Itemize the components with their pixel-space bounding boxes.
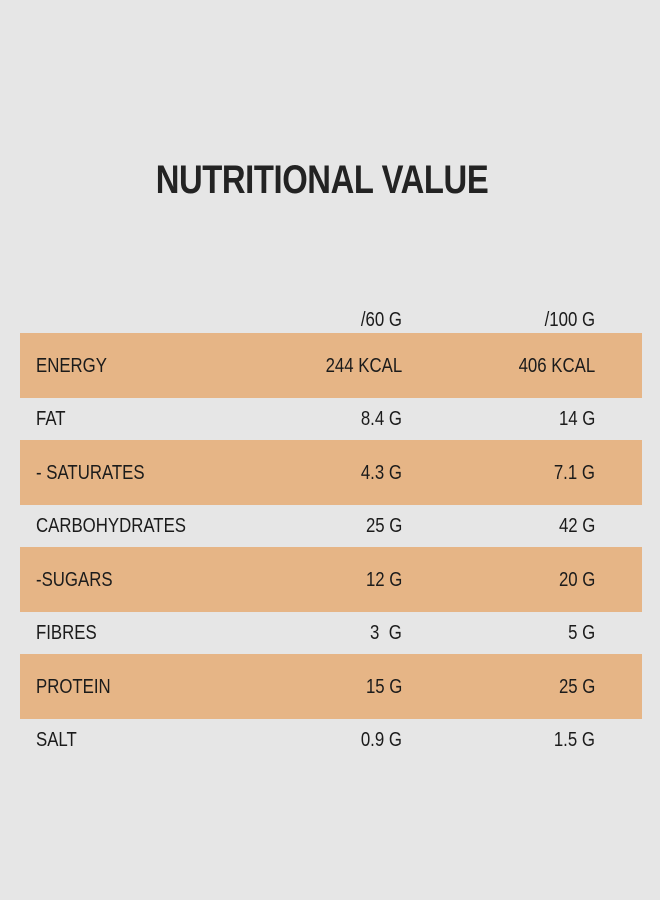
row-highlight-band xyxy=(20,333,642,398)
nutrient-name: -SUGARS xyxy=(36,568,113,591)
nutrient-name: FAT xyxy=(36,408,66,430)
value-per-60g: 244 KCAL xyxy=(325,354,402,377)
nutrient-name: PROTEIN xyxy=(36,675,111,698)
value-per-100g: 42 G xyxy=(558,515,595,537)
nutrient-name: ENERGY xyxy=(36,354,107,377)
table-row-energy: ENERGY 244 KCAL 406 KCAL xyxy=(20,333,642,398)
column-header-per-60g: /60 G xyxy=(360,309,402,331)
nutrient-name: - SATURATES xyxy=(36,461,145,484)
table-row-fibres: FIBRES 3 G 5 G xyxy=(20,612,642,654)
value-per-100g: 14 G xyxy=(558,408,595,430)
value-per-100g: 1.5 G xyxy=(553,729,595,751)
page-title: NUTRITIONAL VALUE xyxy=(155,158,489,202)
value-per-100g: 5 G xyxy=(567,622,595,644)
nutrient-name: CARBOHYDRATES xyxy=(36,515,186,537)
table-row-carbohydrates: CARBOHYDRATES 25 G 42 G xyxy=(20,505,642,547)
row-highlight-band xyxy=(20,654,642,719)
table-row-fat: FAT 8.4 G 14 G xyxy=(20,398,642,440)
value-per-60g: 4.3 G xyxy=(360,461,402,484)
table-row-salt: SALT 0.9 G 1.5 G xyxy=(20,719,642,761)
nutrient-name: SALT xyxy=(36,729,77,751)
value-per-60g: 15 G xyxy=(365,675,402,698)
value-per-60g: 8.4 G xyxy=(360,408,402,430)
table-row-protein: PROTEIN 15 G 25 G xyxy=(20,654,642,719)
table-row-sugars: -SUGARS 12 G 20 G xyxy=(20,547,642,612)
value-per-100g: 20 G xyxy=(558,568,595,591)
column-header-per-100g: /100 G xyxy=(544,309,595,331)
table-row-saturates: - SATURATES 4.3 G 7.1 G xyxy=(20,440,642,505)
value-per-100g: 25 G xyxy=(558,675,595,698)
value-per-60g: 3 G xyxy=(370,622,402,644)
table-header: /60 G /100 G xyxy=(20,300,642,333)
row-highlight-band xyxy=(20,547,642,612)
value-per-60g: 0.9 G xyxy=(360,729,402,751)
value-per-100g: 406 KCAL xyxy=(518,354,595,377)
nutrient-name: FIBRES xyxy=(36,622,97,644)
value-per-60g: 12 G xyxy=(365,568,402,591)
nutrition-table: /60 G /100 G ENERGY 244 KCAL 406 KCAL FA… xyxy=(20,300,642,761)
value-per-60g: 25 G xyxy=(365,515,402,537)
row-highlight-band xyxy=(20,440,642,505)
value-per-100g: 7.1 G xyxy=(553,461,595,484)
